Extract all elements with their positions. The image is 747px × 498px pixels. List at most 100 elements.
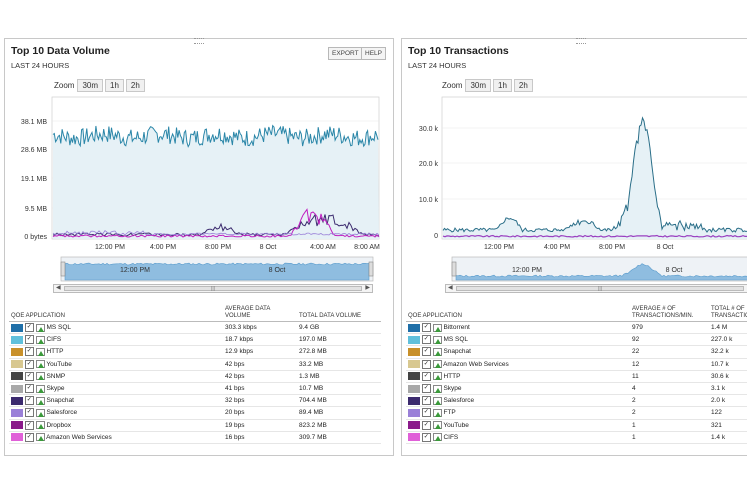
application-name[interactable]: Salesforce bbox=[46, 409, 78, 417]
scroll-right-arrow[interactable]: ▶ bbox=[365, 285, 370, 291]
panel-title: Top 10 Data Volume bbox=[11, 45, 110, 57]
navigator-left-handle[interactable] bbox=[60, 261, 66, 277]
zoom-30m-button[interactable]: 30m bbox=[77, 79, 104, 92]
series-visibility-checkbox[interactable]: ✓ bbox=[421, 408, 431, 418]
total-cell: 1.4 k bbox=[709, 431, 747, 444]
application-name[interactable]: HTTP bbox=[443, 373, 461, 381]
series-visibility-checkbox[interactable]: ✓ bbox=[24, 432, 34, 442]
table-row[interactable]: ✓ YouTube 1 321 bbox=[406, 419, 747, 432]
table-row[interactable]: ✓ Bittorrent 979 1.4 M bbox=[406, 321, 747, 335]
scroll-thumb[interactable]: ||| bbox=[64, 286, 362, 292]
series-visibility-checkbox[interactable]: ✓ bbox=[24, 335, 34, 345]
table-row[interactable]: ✓ CIFS 1 1.4 k bbox=[406, 431, 747, 444]
series-visibility-checkbox[interactable]: ✓ bbox=[421, 396, 431, 406]
navigator-left-handle[interactable] bbox=[451, 261, 457, 277]
series-visibility-checkbox[interactable]: ✓ bbox=[24, 359, 34, 369]
series-visibility-checkbox[interactable]: ✓ bbox=[421, 347, 431, 357]
average-cell: 1 bbox=[630, 431, 709, 444]
table-row[interactable]: ✓ Salesforce 2 2.0 k bbox=[406, 394, 747, 408]
application-cell: ✓ HTTP bbox=[9, 345, 223, 359]
application-name[interactable]: Salesforce bbox=[443, 397, 475, 405]
series-visibility-checkbox[interactable]: ✓ bbox=[421, 371, 431, 381]
average-cell: 2 bbox=[630, 406, 709, 420]
series-visibility-checkbox[interactable]: ✓ bbox=[24, 371, 34, 381]
drag-handle[interactable] bbox=[576, 38, 586, 44]
series-color-swatch bbox=[11, 408, 23, 417]
x-tick: 4:00 PM bbox=[544, 244, 570, 251]
application-name[interactable]: CIFS bbox=[443, 434, 459, 441]
scroll-left-arrow[interactable]: ◀ bbox=[56, 285, 61, 291]
series-color-swatch bbox=[11, 347, 23, 356]
table-row[interactable]: ✓ Snapchat 32 bps 704.4 MB bbox=[9, 394, 381, 408]
help-button[interactable]: HELP bbox=[361, 47, 386, 60]
series-visibility-checkbox[interactable]: ✓ bbox=[421, 432, 431, 442]
scroll-left-arrow[interactable]: ◀ bbox=[448, 285, 453, 291]
application-icon bbox=[35, 360, 45, 369]
table-row[interactable]: ✓ Snapchat 22 32.2 k bbox=[406, 345, 747, 359]
total-cell: 704.4 MB bbox=[297, 394, 381, 408]
series-visibility-checkbox[interactable]: ✓ bbox=[24, 396, 34, 406]
application-name[interactable]: HTTP bbox=[46, 348, 64, 356]
chart-scrollbar[interactable]: ◀ ||| ▶ bbox=[53, 284, 373, 293]
application-name[interactable]: Amazon Web Services bbox=[443, 360, 509, 368]
chart-scrollbar[interactable]: ◀ ||| bbox=[445, 284, 747, 293]
series-visibility-checkbox[interactable]: ✓ bbox=[421, 323, 431, 333]
table-row[interactable]: ✓ HTTP 12.9 kbps 272.8 MB bbox=[9, 345, 381, 359]
series-visibility-checkbox[interactable]: ✓ bbox=[421, 384, 431, 394]
series-visibility-checkbox[interactable]: ✓ bbox=[24, 408, 34, 418]
series-color-swatch bbox=[11, 421, 23, 430]
zoom-2h-button[interactable]: 2h bbox=[513, 79, 533, 92]
table-row[interactable]: ✓ SNMP 42 bps 1.3 MB bbox=[9, 370, 381, 383]
export-button[interactable]: EXPORT bbox=[328, 47, 363, 60]
table-row[interactable]: ✓ YouTube 42 bps 33.2 MB bbox=[9, 358, 381, 371]
application-name[interactable]: YouTube bbox=[46, 360, 72, 368]
table-row[interactable]: ✓ Salesforce 20 bps 89.4 MB bbox=[9, 406, 381, 420]
series-visibility-checkbox[interactable]: ✓ bbox=[24, 323, 34, 333]
y-tick: 28.6 MB bbox=[21, 147, 47, 154]
table-row[interactable]: ✓ Amazon Web Services 12 10.7 k bbox=[406, 358, 747, 371]
table-row[interactable]: ✓ Skype 4 3.1 k bbox=[406, 382, 747, 396]
mssql-area bbox=[53, 125, 379, 239]
snapchat-series-line bbox=[52, 213, 380, 237]
application-name[interactable]: FTP bbox=[443, 409, 456, 417]
scroll-thumb[interactable]: ||| bbox=[456, 286, 744, 292]
application-name[interactable]: Snapchat bbox=[46, 397, 74, 405]
table-row[interactable]: ✓ FTP 2 122 bbox=[406, 406, 747, 420]
application-name[interactable]: Skype bbox=[443, 385, 462, 393]
application-icon bbox=[35, 323, 45, 332]
series-visibility-checkbox[interactable]: ✓ bbox=[421, 420, 431, 430]
table-row[interactable]: ✓ HTTP 11 30.6 k bbox=[406, 370, 747, 383]
table-row[interactable]: ✓ MS SQL 303.3 kbps 9.4 GB bbox=[9, 321, 381, 335]
application-cell: ✓ Amazon Web Services bbox=[9, 431, 223, 444]
table-row[interactable]: ✓ Dropbox 19 bps 823.2 MB bbox=[9, 419, 381, 432]
average-cell: 16 bps bbox=[223, 431, 297, 444]
series-visibility-checkbox[interactable]: ✓ bbox=[24, 347, 34, 357]
application-name[interactable]: Bittorrent bbox=[443, 324, 470, 332]
zoom-30m-button[interactable]: 30m bbox=[465, 79, 492, 92]
series-visibility-checkbox[interactable]: ✓ bbox=[421, 335, 431, 345]
application-name[interactable]: Amazon Web Services bbox=[46, 434, 112, 441]
series-visibility-checkbox[interactable]: ✓ bbox=[24, 420, 34, 430]
application-name[interactable]: Dropbox bbox=[46, 421, 72, 429]
zoom-2h-button[interactable]: 2h bbox=[125, 79, 145, 92]
zoom-1h-button[interactable]: 1h bbox=[105, 79, 124, 92]
application-name[interactable]: Snapchat bbox=[443, 348, 471, 356]
application-name[interactable]: MS SQL bbox=[443, 336, 468, 344]
drag-handle[interactable] bbox=[194, 38, 204, 44]
series-visibility-checkbox[interactable]: ✓ bbox=[421, 359, 431, 369]
zoom-controls: Zoom 30m 1h 2h bbox=[442, 79, 535, 92]
application-name[interactable]: SNMP bbox=[46, 373, 66, 381]
average-cell: 20 bps bbox=[223, 406, 297, 420]
navigator-right-handle[interactable] bbox=[368, 261, 374, 277]
table-row[interactable]: ✓ MS SQL 92 227.0 k bbox=[406, 333, 747, 347]
application-name[interactable]: MS SQL bbox=[46, 324, 71, 332]
application-name[interactable]: YouTube bbox=[443, 421, 469, 429]
application-name[interactable]: Skype bbox=[46, 385, 65, 393]
table-row[interactable]: ✓ Skype 41 bps 10.7 MB bbox=[9, 382, 381, 396]
series-visibility-checkbox[interactable]: ✓ bbox=[24, 384, 34, 394]
zoom-1h-button[interactable]: 1h bbox=[493, 79, 512, 92]
total-cell: 9.4 GB bbox=[297, 321, 381, 335]
application-name[interactable]: CIFS bbox=[46, 336, 62, 344]
table-row[interactable]: ✓ Amazon Web Services 16 bps 309.7 MB bbox=[9, 431, 381, 444]
table-row[interactable]: ✓ CIFS 18.7 kbps 197.0 MB bbox=[9, 333, 381, 347]
